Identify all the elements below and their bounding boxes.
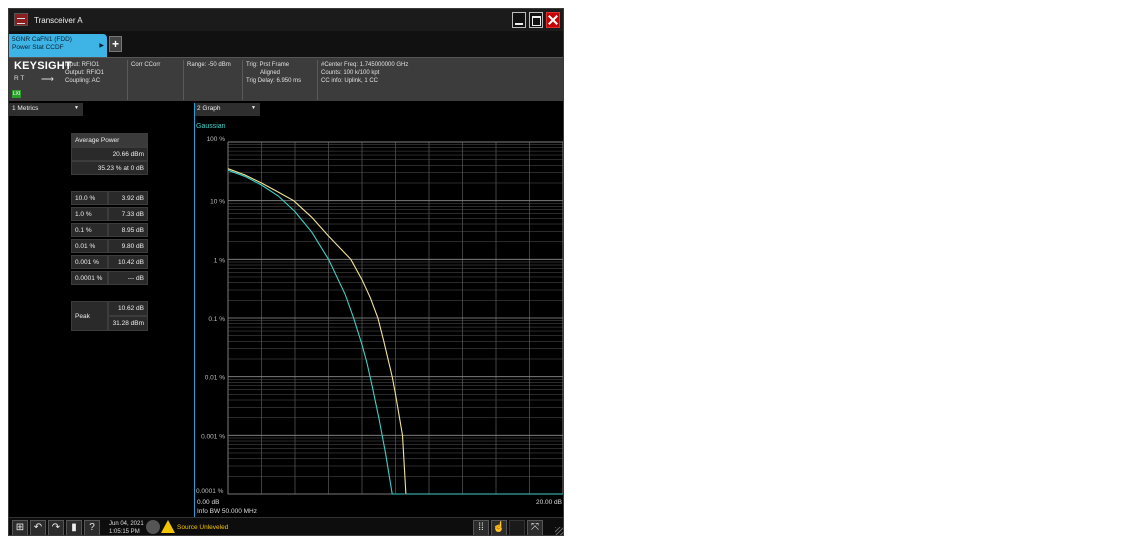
cc-info-label: CC info: Uplink, 1 CC	[321, 78, 379, 84]
ccdf-row-label: 1.0 %	[71, 207, 108, 221]
x-axis-end-label: 20.00 dB	[536, 499, 562, 506]
ccdf-row-value: 8.95 dB	[108, 223, 148, 237]
mode-tab-row: 5GNR CaFN1 (FDD) Power Stat CCDF ▶ +	[9, 31, 563, 57]
input-label: Input: RFIO1	[65, 62, 100, 68]
legend-gaussian: Gaussian	[196, 123, 226, 130]
ccdf-row-value: 9.80 dB	[108, 239, 148, 253]
chevron-right-icon: ▶	[99, 43, 104, 49]
settings-divider	[127, 60, 128, 100]
settings-divider	[317, 60, 318, 100]
chevron-down-icon: ▼	[251, 105, 256, 111]
y-tick-label: 0.0001 %	[196, 488, 224, 495]
gaussian-reference-line	[227, 169, 404, 495]
instrument-window: Transceiver A 5GNR CaFN1 (FDD) Power Sta…	[8, 8, 564, 536]
input-settings[interactable]: Input: RFIO1 Output: RFIO1 Coupling: AC	[65, 61, 104, 85]
ccdf-row-label: 0.1 %	[71, 223, 108, 237]
ccdf-row-value: 3.92 dB	[108, 191, 148, 205]
y-tick-label: 0.001 %	[201, 433, 225, 440]
range-settings[interactable]: Range: -50 dBm	[187, 61, 231, 69]
ccdf-row-label: 0.001 %	[71, 255, 108, 269]
lxi-badge: LXI	[12, 90, 21, 98]
center-freq-label: #Center Freq: 1.745000000 GHz	[321, 62, 409, 68]
resize-grip-icon[interactable]	[555, 527, 563, 535]
output-label: Output: RFIO1	[65, 70, 105, 76]
input-arrow-icon: ⟶	[41, 74, 54, 84]
touch-icon[interactable]: ☝	[491, 520, 507, 535]
chart-series-layer	[227, 168, 563, 495]
chevron-down-icon: ▼	[74, 105, 79, 111]
undo-icon[interactable]: ↶	[30, 520, 46, 535]
peak-label: Peak	[71, 301, 108, 331]
average-power-percent: 35.23 % at 0 dB	[71, 161, 148, 175]
y-tick-label: 1 %	[214, 257, 225, 264]
chart-label-layer: 100 % 10 % 1 % 0.1 % 0.01 % 0.001 % 0.0001 %	[196, 136, 225, 495]
average-power-value: 20.66 dBm	[71, 147, 148, 161]
metrics-window-header[interactable]: 1 Metrics ▼	[9, 103, 83, 116]
ccdf-row-value: 10.42 dB	[108, 255, 148, 269]
brand-logo: KEYSIGHT	[14, 60, 72, 72]
add-screen-button[interactable]: +	[109, 36, 122, 52]
date-text: Jun 04, 2021	[109, 521, 144, 527]
trig-delay-label: Trig Delay: 6.950 ms	[246, 78, 302, 84]
taskbar: ⊞ ↶ ↷ ▮ ? Jun 04, 2021 1:05:15 PM Source…	[9, 517, 563, 535]
peak-db-value: 10.62 dB	[108, 301, 148, 316]
windows-start-icon[interactable]: ⊞	[12, 520, 28, 535]
help-icon[interactable]: ?	[84, 520, 100, 535]
time-text: 1:05:15 PM	[109, 529, 140, 535]
chart-grid	[227, 141, 563, 495]
frequency-settings[interactable]: #Center Freq: 1.745000000 GHz Counts: 10…	[321, 61, 408, 85]
counts-label: Counts: 100 k/100 kpt	[321, 70, 380, 76]
info-bw-label: Info BW 50.000 MHz	[197, 508, 257, 515]
close-button[interactable]	[546, 12, 560, 28]
ccdf-row-value: 7.33 dB	[108, 207, 148, 221]
minimize-button[interactable]	[512, 12, 526, 28]
y-tick-label: 0.1 %	[208, 316, 225, 323]
warning-icon[interactable]	[161, 520, 175, 533]
redo-icon[interactable]: ↷	[48, 520, 64, 535]
mode-tab-power-stat-ccdf[interactable]: 5GNR CaFN1 (FDD) Power Stat CCDF ▶	[9, 34, 107, 57]
trigger-settings[interactable]: Trig: Prst Frame Aligned Trig Delay: 6.9…	[246, 61, 301, 85]
ccdf-row-value: --- dB	[108, 271, 148, 285]
measured-ccdf-line	[227, 168, 407, 495]
graph-window-title: 2 Graph	[197, 105, 221, 112]
status-message[interactable]: Source Unleveled	[177, 524, 229, 531]
mode-tab-line1: 5GNR CaFN1 (FDD)	[12, 36, 72, 43]
trig-source-label: Trig: Prst Frame	[246, 62, 290, 68]
title-bar: Transceiver A	[9, 9, 563, 31]
correction-settings[interactable]: Corr CCorr	[131, 61, 160, 69]
maximize-button[interactable]	[529, 12, 543, 28]
y-tick-label: 0.01 %	[205, 375, 225, 382]
settings-divider	[183, 60, 184, 100]
ccdf-row-label: 10.0 %	[71, 191, 108, 205]
x-axis-start-label: 0.00 dB	[197, 499, 219, 506]
message-icon[interactable]	[146, 520, 160, 534]
average-power-heading: Average Power	[71, 133, 148, 147]
range-label: Range: -50 dBm	[187, 62, 231, 68]
peak-dbm-value: 31.28 dBm	[108, 316, 148, 331]
graph-window-header[interactable]: 2 Graph ▼	[194, 103, 260, 116]
app-logo-icon	[14, 13, 28, 26]
metrics-window-title: 1 Metrics	[12, 105, 39, 112]
ccdf-chart[interactable]: 100 % 10 % 1 % 0.1 % 0.01 % 0.001 % 0.0001 % G…	[194, 103, 564, 517]
keypad-icon[interactable]: ⁞⁞	[473, 520, 489, 535]
y-tick-label: 10 %	[210, 199, 225, 206]
y-tick-label: 100 %	[207, 136, 226, 143]
remote-trigger-indicator: R T	[14, 75, 25, 82]
trig-aligned-label: Aligned	[260, 70, 281, 76]
ccdf-row-label: 0.01 %	[71, 239, 108, 253]
ccdf-row-label: 0.0001 %	[71, 271, 108, 285]
window-title: Transceiver A	[34, 16, 83, 25]
full-screen-icon[interactable]: ⤧	[527, 520, 543, 535]
zoom-window-icon[interactable]	[509, 520, 525, 535]
settings-bar: KEYSIGHT R T ⟶ LXI Input: RFIO1 Output: …	[9, 57, 563, 101]
settings-divider	[242, 60, 243, 100]
corr-label: Corr CCorr	[131, 62, 161, 68]
clock: Jun 04, 2021 1:05:15 PM	[109, 520, 144, 535]
coupling-label: Coupling: AC	[65, 78, 101, 84]
file-icon[interactable]: ▮	[66, 520, 82, 535]
mode-tab-line2: Power Stat CCDF	[12, 44, 64, 51]
